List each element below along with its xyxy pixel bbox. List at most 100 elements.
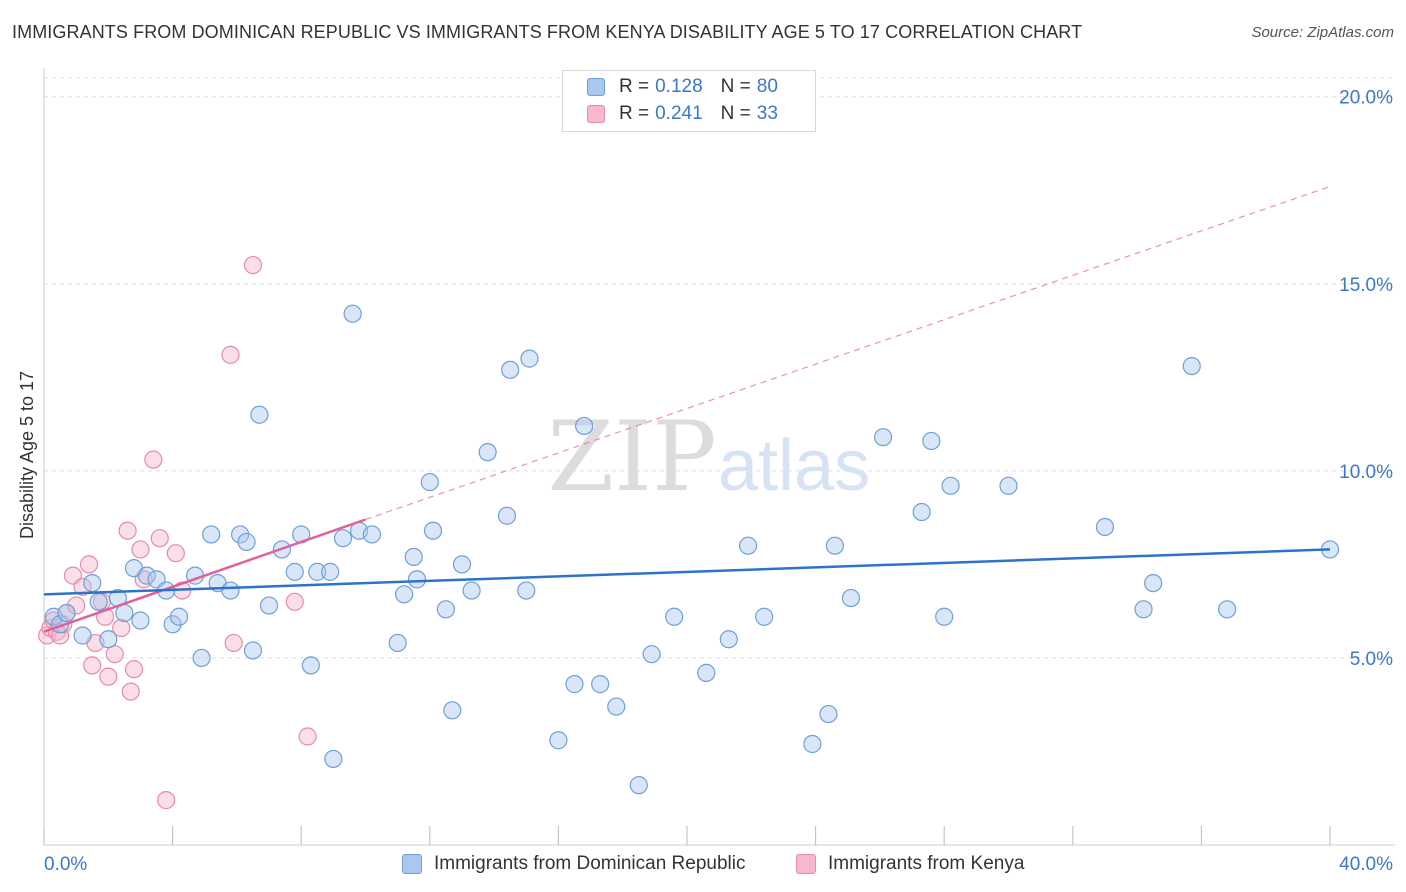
trend-lines bbox=[43, 185, 1331, 633]
bottom-legend-kenya: Immigrants from Kenya bbox=[796, 852, 1024, 876]
watermark: ZIP atlas bbox=[547, 401, 870, 513]
y-tick-label: 5.0% bbox=[1350, 649, 1393, 670]
dominican-points bbox=[44, 304, 1340, 795]
dominican-point bbox=[301, 656, 320, 675]
dominican-point bbox=[115, 603, 134, 623]
dominican-point bbox=[738, 536, 758, 555]
dominican-point bbox=[131, 611, 150, 630]
bottom-legend-swatch-blue bbox=[402, 854, 422, 874]
dominican-point bbox=[501, 360, 520, 379]
kenya-point bbox=[124, 660, 144, 679]
dominican-point bbox=[285, 562, 304, 581]
legend-n-value: 80 bbox=[756, 76, 778, 97]
legend-swatch-blue bbox=[587, 78, 605, 96]
kenya-point bbox=[73, 577, 92, 596]
dominican-point bbox=[565, 675, 584, 694]
dominican-point bbox=[642, 645, 661, 664]
dominican-point bbox=[423, 521, 443, 540]
dominican-point bbox=[629, 776, 648, 795]
dominican-point bbox=[941, 476, 960, 495]
kenya-point bbox=[105, 645, 124, 664]
dominican-point bbox=[841, 588, 861, 608]
dominican-point bbox=[404, 547, 423, 567]
legend-r-label: R = bbox=[619, 76, 650, 97]
dominican-point bbox=[343, 304, 362, 323]
dominican-point bbox=[874, 428, 893, 447]
dominican-point bbox=[163, 615, 182, 634]
dominican-point bbox=[137, 566, 156, 585]
dominican-point bbox=[520, 349, 539, 368]
dominican-point bbox=[575, 416, 594, 436]
dominican-point bbox=[394, 585, 414, 604]
dominican-point bbox=[517, 581, 536, 600]
kenya-point bbox=[157, 791, 176, 810]
y-axis-title: Disability Age 5 to 17 bbox=[17, 371, 37, 539]
dominican-point bbox=[697, 663, 716, 682]
kenya-point bbox=[79, 555, 99, 574]
dominican-point bbox=[89, 592, 108, 611]
dominican-point bbox=[819, 704, 838, 724]
dominican-point bbox=[443, 701, 462, 720]
dominican-point bbox=[250, 405, 269, 424]
kenya-point bbox=[243, 255, 263, 275]
kenya-point bbox=[285, 592, 304, 611]
kenya-point bbox=[112, 618, 131, 638]
dominican-point bbox=[1134, 600, 1153, 619]
dominican-point bbox=[607, 697, 626, 716]
watermark-atlas: atlas bbox=[718, 426, 870, 506]
dominican-point bbox=[73, 626, 92, 645]
correlation-legend: R = 0.128 N = 80 R = 0.241 N = 33 bbox=[562, 70, 816, 132]
dominican-point bbox=[1144, 573, 1163, 593]
bottom-legend-label: Immigrants from Dominican Republic bbox=[434, 853, 746, 874]
dominican-point bbox=[999, 476, 1018, 495]
legend-n-value: 33 bbox=[756, 103, 778, 124]
dominican-point bbox=[803, 734, 822, 754]
source-label: Source: ZipAtlas.com bbox=[1251, 24, 1394, 41]
dominican-point bbox=[549, 731, 568, 750]
dominican-trend-line bbox=[43, 548, 1331, 596]
dominican-point bbox=[1182, 356, 1201, 376]
dominican-point bbox=[935, 607, 954, 626]
legend-swatch-pink bbox=[587, 105, 605, 123]
dominican-point bbox=[1095, 517, 1115, 537]
kenya-point bbox=[121, 682, 140, 701]
bottom-legend-dominican: Immigrants from Dominican Republic bbox=[402, 852, 746, 876]
axis-layer bbox=[43, 68, 1395, 846]
dominican-point bbox=[324, 749, 343, 769]
dominican-point bbox=[1218, 600, 1237, 619]
kenya-points bbox=[38, 255, 317, 810]
dominican-point bbox=[420, 472, 439, 492]
dominican-point bbox=[912, 502, 931, 522]
kenya-point bbox=[298, 727, 317, 746]
dominican-point bbox=[591, 675, 610, 694]
dominican-point bbox=[243, 641, 263, 660]
kenya-point bbox=[131, 540, 150, 559]
kenya-trend-extension bbox=[365, 185, 1331, 521]
legend-r-value: 0.128 bbox=[655, 76, 703, 97]
dominican-point bbox=[478, 443, 497, 462]
dominican-point bbox=[99, 630, 118, 649]
y-tick-label: 10.0% bbox=[1339, 462, 1393, 483]
y-tick-label: 15.0% bbox=[1339, 275, 1393, 296]
axis-labels: 5.0% 10.0% 15.0% 20.0% 0.0% 40.0% Disability A… bbox=[17, 88, 1393, 875]
dominican-point bbox=[192, 648, 211, 668]
dominican-point bbox=[57, 603, 76, 623]
dominican-point bbox=[462, 581, 481, 600]
dominican-point bbox=[333, 529, 353, 548]
kenya-point bbox=[83, 656, 102, 675]
dominican-point bbox=[202, 525, 221, 544]
legend-n-label: N = bbox=[720, 76, 751, 97]
dominican-point bbox=[321, 562, 340, 581]
kenya-point bbox=[118, 521, 137, 540]
dominican-point bbox=[436, 600, 455, 619]
kenya-point bbox=[67, 596, 86, 615]
dominican-point bbox=[221, 581, 240, 600]
dominican-point bbox=[308, 562, 327, 581]
dominican-point bbox=[452, 555, 472, 574]
y-tick-label: 20.0% bbox=[1339, 88, 1393, 109]
dominican-point bbox=[169, 607, 189, 626]
dominican-point bbox=[825, 536, 844, 555]
legend-row-dominican: R = 0.128 N = 80 bbox=[587, 75, 778, 99]
dominican-point bbox=[407, 570, 427, 589]
